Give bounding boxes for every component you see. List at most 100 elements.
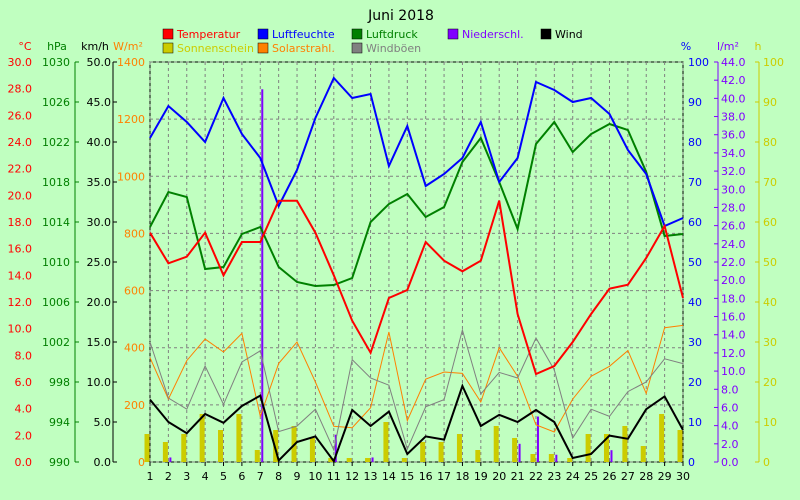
x-tick-label: 10 [308,470,322,483]
y-tick-label-pressure: 1022 [42,136,70,149]
sunshine-bar [677,430,683,462]
y-tick-label-pressure: 1030 [42,56,70,69]
y-tick-label-rain: 28.0 [721,201,746,214]
y-tick-label-rain: 4.0 [721,420,739,433]
y-tick-label-sun: 10 [763,416,777,429]
y-tick-label-humidity: 30 [688,336,702,349]
y-tick-label-rain: 8.0 [721,383,739,396]
y-tick-label-rain: 36.0 [721,129,746,142]
y-tick-label-solar: 800 [124,227,145,240]
x-tick-label: 21 [511,470,525,483]
y-tick-label-pressure: 1002 [42,336,70,349]
y-tick-label-pressure: 998 [49,376,70,389]
y-tick-label-wind: 40.0 [87,136,112,149]
y-tick-label-rain: 12.0 [721,347,746,360]
precipitation-bar [261,89,264,462]
y-tick-label-solar: 200 [124,399,145,412]
y-tick-label-humidity: 80 [688,136,702,149]
legend-label: Windböen [366,42,421,55]
y-tick-label-solar: 400 [124,342,145,355]
sunshine-bar [548,454,554,462]
y-tick-label-rain: 26.0 [721,220,746,233]
legend-swatch [447,28,459,40]
y-tick-label-temp: 14.0 [8,269,33,282]
x-tick-label: 4 [202,470,209,483]
x-tick-label: 14 [382,470,396,483]
sunshine-bar [236,414,242,462]
y-tick-label-wind: 45.0 [87,96,112,109]
y-tick-label-rain: 40.0 [721,92,746,105]
sunshine-bar [199,414,205,462]
y-tick-label-rain: 14.0 [721,329,746,342]
y-tick-label-rain: 10.0 [721,365,746,378]
x-tick-label: 6 [238,470,245,483]
legend-label: Solarstrahl. [272,42,335,55]
y-axis-unit-rain: l/m² [717,40,739,53]
y-tick-label-sun: 90 [763,96,777,109]
y-tick-label-rain: 34.0 [721,147,746,160]
x-tick-label: 3 [183,470,190,483]
y-axis-unit-wind: km/h [81,40,109,53]
x-tick-label: 26 [602,470,616,483]
x-tick-label: 23 [547,470,561,483]
y-tick-label-rain: 38.0 [721,111,746,124]
precipitation-bar [371,457,374,462]
sunshine-bar [438,442,444,462]
y-tick-label-pressure: 994 [49,416,70,429]
y-tick-label-humidity: 10 [688,416,702,429]
x-tick-label: 13 [364,470,378,483]
x-tick-label: 16 [419,470,433,483]
precipitation-bar [536,416,539,462]
y-tick-label-rain: 6.0 [721,401,739,414]
sunshine-bar [493,426,499,462]
y-tick-label-rain: 24.0 [721,238,746,251]
legend: Temperatur Luftfeuchte Luftdruck Niederschl… [162,28,583,55]
x-tick-label: 29 [658,470,672,483]
series-line-wind [149,383,684,464]
y-tick-label-solar: 1400 [117,56,145,69]
sunshine-bar [530,454,536,462]
legend-swatch [257,28,269,40]
y-tick-label-rain: 18.0 [721,292,746,305]
y-axis-unit-sun: h [755,40,762,53]
y-tick-label-temp: 22.0 [8,163,33,176]
precipitation-bar [555,454,558,462]
y-axis-unit-pressure: hPa [47,40,67,53]
legend-label: Sonnenschein [177,42,254,55]
precipitation-bar [169,457,172,462]
x-tick-label: 12 [345,470,359,483]
sunshine-bar [181,434,187,462]
sunshine-bar [365,458,371,462]
y-tick-label-temp: 30.0 [8,56,33,69]
y-axis-unit-solar: W/m² [113,40,143,53]
legend-swatch [162,28,174,40]
legend-swatch [162,42,174,54]
sunshine-bar [401,458,407,462]
sunshine-bar [383,422,389,462]
y-tick-label-temp: 28.0 [8,83,33,96]
x-tick-label: 22 [529,470,543,483]
sunshine-bar [309,438,315,462]
y-tick-label-pressure: 1026 [42,96,70,109]
y-tick-label-solar: 0 [138,456,145,469]
y-tick-label-wind: 35.0 [87,176,112,189]
sunshine-bar [512,438,518,462]
sunshine-bar [456,434,462,462]
y-tick-label-pressure: 1014 [42,216,70,229]
y-tick-label-wind: 15.0 [87,336,112,349]
x-tick-label: 8 [275,470,282,483]
x-tick-label: 17 [437,470,451,483]
y-tick-label-rain: 0.0 [721,456,739,469]
sunshine-bar [144,434,150,462]
y-tick-label-humidity: 70 [688,176,702,189]
x-tick-label: 30 [676,470,690,483]
sunshine-bar [659,414,665,462]
chart-title: Juni 2018 [367,8,434,24]
x-tick-label: 2 [165,470,172,483]
y-tick-label-rain: 2.0 [721,438,739,451]
y-tick-label-rain: 32.0 [721,165,746,178]
y-tick-label-sun: 70 [763,176,777,189]
y-tick-label-pressure: 1006 [42,296,70,309]
x-tick-label: 18 [455,470,469,483]
sunshine-bar [218,430,224,462]
